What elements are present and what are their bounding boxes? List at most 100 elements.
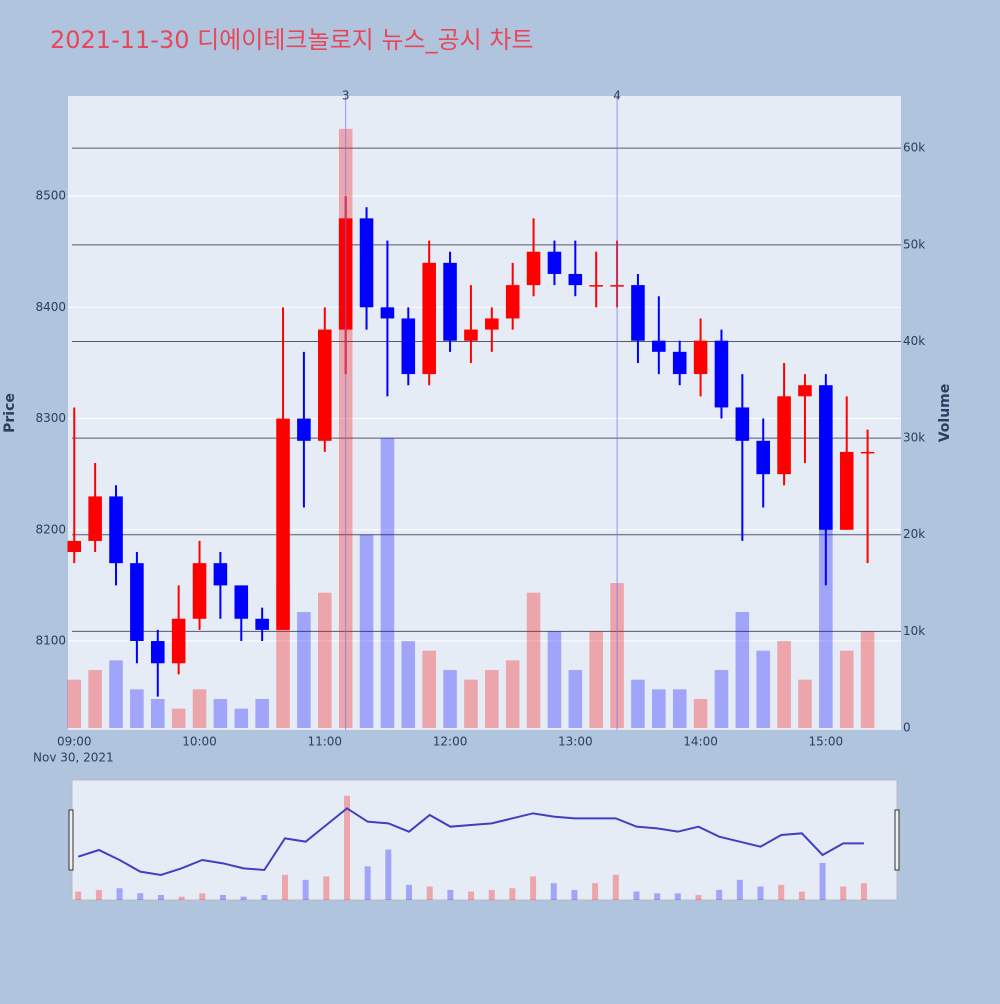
x-tick-label: 12:00 (433, 735, 468, 749)
x-tick-label: 15:00 (809, 735, 844, 749)
slider-volume-bar (385, 849, 392, 900)
volume-bar (631, 679, 645, 728)
volume-bar (443, 670, 457, 728)
slider-volume-bar (819, 862, 826, 900)
candle-body (777, 396, 791, 475)
candle-body (714, 340, 729, 408)
volume-bar (67, 679, 82, 728)
candle-body (526, 251, 541, 286)
slider-price-line (77, 807, 864, 877)
candle-body (464, 329, 478, 341)
candle-body (860, 451, 875, 454)
slider-volume-bar (509, 888, 516, 900)
volume-bar (547, 631, 562, 728)
volume-bar (505, 660, 520, 728)
slider-volume-bar (736, 879, 743, 900)
candle-body (547, 251, 562, 274)
candle-body (234, 585, 249, 619)
candle-body (213, 563, 228, 586)
slider-volume-bar (757, 886, 764, 900)
volume-bar (297, 612, 311, 728)
candle-body (171, 618, 186, 664)
slider-volume-bar (716, 889, 723, 900)
volume-bar (318, 592, 332, 728)
volume-bar (422, 650, 436, 728)
volume-bar (839, 650, 854, 728)
candle-body (693, 340, 708, 375)
slider-volume-bar (488, 889, 495, 900)
slider-volume-bar (240, 896, 247, 900)
slider-volume-bar (530, 876, 537, 900)
volume-bar (401, 641, 416, 728)
volume-bar (714, 670, 729, 728)
candle-body (422, 262, 436, 375)
slider-volume-bar (261, 894, 268, 900)
slider-volume-bar (406, 884, 413, 900)
slider-volume-bar (654, 893, 661, 900)
volume-bar (109, 660, 123, 728)
y2-tick-label: 0 (903, 721, 911, 735)
x-tick-label: 11:00 (307, 735, 342, 749)
candle-body (67, 540, 82, 553)
y2-tick-label: 50k (903, 237, 925, 251)
slider-handle[interactable] (68, 809, 74, 871)
volume-bar (819, 515, 833, 728)
volume-bar (150, 699, 165, 728)
volume-bar (652, 689, 666, 728)
x-tick-label: 13:00 (558, 735, 593, 749)
slider-volume-bar (344, 795, 350, 900)
candle-body (819, 385, 833, 530)
candle-body (130, 563, 144, 642)
slider-volume-bar (302, 879, 309, 900)
candle-body (297, 418, 311, 441)
volume-bar (213, 699, 228, 728)
slider-handle[interactable] (894, 809, 900, 871)
candle-body (276, 418, 290, 630)
candle-body (401, 318, 416, 375)
volume-bar (672, 689, 687, 728)
y2-axis-title: Volume (937, 384, 953, 443)
slider-volume-bar (550, 883, 557, 900)
y2-tick-label: 30k (903, 431, 925, 445)
slider-volume-bar (447, 889, 454, 900)
slider-volume-bar (778, 884, 785, 900)
candle-body (505, 285, 520, 319)
news-label: 3 (342, 89, 350, 103)
range-slider[interactable] (71, 779, 898, 901)
y-tick-label: 8400 (35, 300, 66, 314)
y2-tick-label: 10k (903, 624, 925, 638)
chart-title: 2021-11-30 디에이테크놀로지 뉴스_공시 차트 (50, 26, 533, 54)
candle-body (150, 641, 165, 664)
candle-body (255, 618, 269, 630)
volume-bar (192, 689, 207, 728)
slider-volume-bar (592, 883, 599, 900)
volume-bar (777, 641, 791, 728)
candle-body (88, 496, 102, 541)
volume-bar (359, 534, 374, 728)
slider-volume-bar (116, 888, 123, 900)
volume-bar (464, 679, 478, 728)
candle-body (485, 318, 499, 330)
slider-volume-bar (157, 894, 164, 900)
slider-volume-bar (75, 891, 82, 900)
news-label: 4 (613, 89, 621, 103)
candle-body (756, 440, 770, 475)
volume-bar (526, 592, 541, 728)
x-tick-label: 14:00 (683, 735, 718, 749)
volume-bar (171, 708, 186, 728)
volume-bar (860, 631, 875, 728)
slider-volume-bar (695, 894, 702, 900)
slider-volume-bar (199, 893, 206, 900)
y2-tick-label: 20k (903, 527, 925, 541)
slider-volume-bar (468, 891, 475, 900)
volume-bar (756, 650, 770, 728)
y-tick-label: 8100 (35, 634, 66, 648)
slider-volume-bar (219, 894, 226, 900)
candle-body (735, 407, 750, 441)
volume-bar (380, 438, 395, 728)
volume-bar (485, 670, 499, 728)
plot-area (68, 96, 901, 730)
slider-volume-bar (281, 874, 288, 900)
slider-volume-bar (633, 891, 640, 900)
